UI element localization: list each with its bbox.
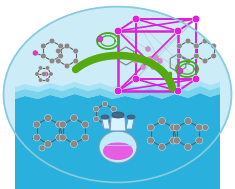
Circle shape [211, 43, 216, 49]
Circle shape [70, 115, 78, 122]
Circle shape [114, 87, 122, 95]
Circle shape [49, 38, 55, 44]
Polygon shape [15, 81, 220, 92]
Circle shape [196, 124, 203, 131]
Circle shape [148, 57, 153, 61]
Circle shape [177, 68, 183, 74]
Circle shape [153, 56, 158, 60]
Circle shape [185, 38, 191, 44]
Circle shape [147, 137, 154, 144]
Circle shape [33, 121, 40, 128]
Circle shape [202, 38, 208, 44]
Circle shape [141, 64, 145, 70]
Circle shape [194, 53, 199, 59]
Circle shape [59, 121, 66, 128]
Circle shape [42, 71, 47, 77]
Circle shape [194, 43, 200, 49]
Polygon shape [102, 119, 110, 129]
Circle shape [38, 78, 43, 82]
Polygon shape [15, 86, 220, 99]
Circle shape [176, 53, 182, 59]
Circle shape [158, 118, 165, 125]
Circle shape [194, 43, 199, 49]
Circle shape [58, 53, 63, 59]
Circle shape [56, 134, 63, 141]
Circle shape [97, 36, 103, 42]
Circle shape [56, 121, 63, 128]
Circle shape [174, 27, 182, 35]
Circle shape [73, 48, 78, 54]
Circle shape [147, 124, 154, 131]
Ellipse shape [127, 115, 135, 119]
Circle shape [41, 43, 46, 49]
Circle shape [196, 137, 203, 144]
Circle shape [44, 140, 51, 147]
Circle shape [176, 43, 182, 49]
Circle shape [211, 53, 216, 59]
Circle shape [150, 64, 156, 70]
Circle shape [170, 137, 177, 144]
Circle shape [202, 125, 208, 130]
Circle shape [185, 58, 191, 64]
Circle shape [192, 75, 200, 83]
Circle shape [194, 53, 200, 59]
Circle shape [39, 145, 45, 151]
Circle shape [73, 58, 78, 64]
Circle shape [192, 15, 200, 23]
Circle shape [133, 59, 138, 64]
Circle shape [55, 58, 61, 64]
Ellipse shape [101, 115, 109, 119]
Circle shape [174, 87, 182, 95]
Circle shape [114, 27, 122, 35]
Circle shape [44, 115, 51, 122]
Circle shape [94, 106, 99, 112]
Ellipse shape [112, 112, 124, 118]
Ellipse shape [103, 142, 133, 160]
Circle shape [41, 53, 46, 59]
Circle shape [64, 63, 70, 69]
Circle shape [145, 46, 150, 51]
Circle shape [170, 124, 177, 131]
Circle shape [49, 72, 53, 76]
Circle shape [202, 58, 208, 64]
Circle shape [94, 116, 99, 122]
Circle shape [102, 121, 108, 127]
Circle shape [173, 137, 180, 144]
Circle shape [132, 15, 140, 23]
Ellipse shape [99, 131, 137, 163]
Circle shape [49, 58, 55, 64]
Circle shape [173, 124, 180, 131]
Circle shape [45, 78, 50, 82]
Circle shape [82, 134, 89, 141]
Circle shape [43, 71, 48, 77]
Circle shape [59, 134, 66, 141]
Circle shape [157, 59, 162, 64]
Circle shape [132, 75, 140, 83]
Circle shape [58, 43, 63, 49]
Circle shape [33, 134, 40, 141]
Circle shape [82, 121, 89, 128]
Circle shape [64, 43, 70, 49]
Circle shape [32, 50, 38, 56]
Circle shape [55, 48, 61, 54]
Circle shape [184, 143, 192, 150]
Circle shape [35, 72, 39, 76]
Polygon shape [126, 119, 134, 129]
Circle shape [137, 56, 142, 60]
Circle shape [158, 143, 165, 150]
Circle shape [102, 101, 108, 107]
Polygon shape [15, 93, 220, 189]
Circle shape [111, 116, 117, 122]
Circle shape [184, 118, 192, 125]
Ellipse shape [4, 7, 231, 182]
Circle shape [111, 106, 117, 112]
Circle shape [38, 66, 43, 70]
Polygon shape [110, 117, 126, 131]
Circle shape [45, 66, 50, 70]
Circle shape [70, 140, 78, 147]
